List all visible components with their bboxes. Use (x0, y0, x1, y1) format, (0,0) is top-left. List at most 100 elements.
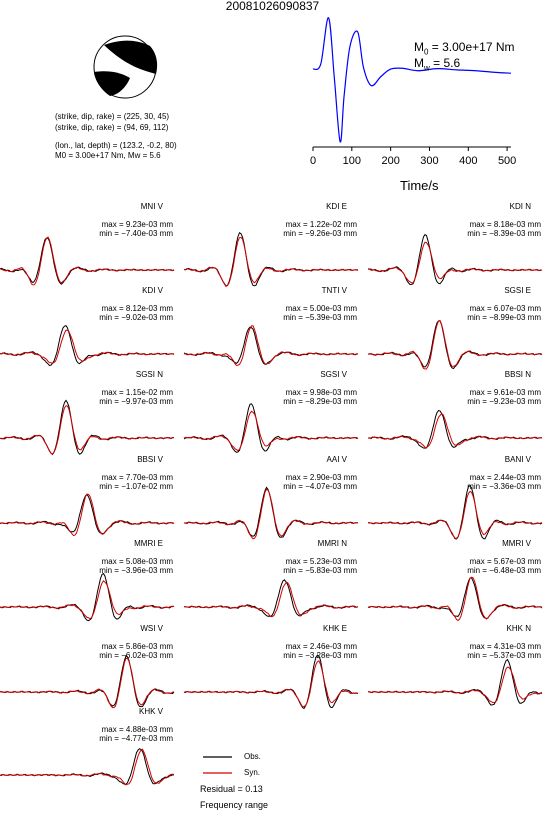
panel-17 (367, 658, 543, 706)
max-label-10: max = 2.90e-03 mm (285, 473, 357, 482)
syn-trace-12 (0, 580, 175, 620)
max-label-17: max = 4.31e-03 mm (469, 642, 541, 651)
syn-trace-15 (0, 657, 175, 709)
min-label-3: min = −9.02e-03 mm (99, 313, 173, 322)
max-label-8: max = 9.61e-03 mm (469, 388, 541, 397)
syn-trace-6 (0, 405, 175, 455)
panel-10 (183, 486, 359, 540)
syn-trace-1 (183, 236, 359, 288)
obs-trace-17 (367, 658, 542, 706)
panel-18 (0, 748, 175, 786)
max-label-12: max = 5.08e-03 mm (101, 557, 173, 566)
panel-5 (367, 319, 543, 370)
syn-trace-0 (0, 236, 175, 286)
station-label-1: KDI E (326, 202, 347, 211)
station-label-16: KHK E (322, 624, 347, 633)
station-label-3: KDI V (142, 286, 163, 295)
min-label-12: min = −3.96e-03 mm (99, 566, 173, 575)
max-label-2: max = 8.18e-03 mm (469, 220, 541, 229)
panel-14 (367, 576, 543, 622)
syn-trace-13 (183, 582, 359, 618)
syn-trace-2 (367, 241, 543, 284)
syn-trace-8 (367, 413, 543, 449)
stf-mw-annotation: Mw = 5.6 (414, 56, 460, 72)
station-label-15: WSI V (140, 624, 163, 633)
syn-trace-4 (183, 325, 359, 367)
stf-x-tick-label-2: 200 (381, 155, 399, 167)
min-label-2: min = −8.39e-03 mm (467, 229, 541, 238)
station-label-17: KHK N (506, 624, 531, 633)
station-label-8: BBSI N (504, 370, 531, 379)
max-label-3: max = 8.12e-03 mm (101, 304, 173, 313)
max-label-14: max = 5.67e-03 mm (469, 557, 541, 566)
syn-trace-17 (367, 666, 543, 704)
panel-11 (367, 485, 543, 540)
mw-value: = 5.6 (429, 56, 461, 70)
panel-3 (0, 324, 175, 367)
panel-0 (0, 236, 175, 286)
min-label-18: min = −4.77e-03 mm (99, 734, 173, 743)
stf-x-tick-label-3: 300 (420, 155, 438, 167)
stf-x-tick-label-1: 100 (343, 155, 361, 167)
max-label-7: max = 9.98e-03 mm (285, 388, 357, 397)
syn-trace-9 (0, 493, 175, 537)
syn-trace-14 (367, 576, 543, 622)
legend-obs-label: Obs. (244, 752, 261, 761)
min-label-5: min = −8.99e-03 mm (467, 313, 541, 322)
stf-x-tick-label-5: 500 (498, 155, 516, 167)
location-param: (lon., lat, depth) = (123.2, -0.2, 80) (55, 141, 177, 150)
syn-trace-18 (0, 748, 175, 786)
min-label-14: min = −6.48e-03 mm (467, 566, 541, 575)
stf-x-tick-label-4: 400 (459, 155, 477, 167)
mw-subscript: w (424, 63, 430, 73)
max-label-5: max = 6.07e-03 mm (469, 304, 541, 313)
station-label-9: BBSI V (137, 455, 163, 464)
beachball-compression-lower (94, 71, 130, 96)
station-label-0: MNI V (140, 202, 163, 211)
panel-9 (0, 493, 175, 537)
focal-param-2: (strike, dip, rake) = (94, 69, 112) (55, 123, 169, 132)
panel-6 (0, 399, 175, 456)
panel-15 (0, 655, 175, 709)
syn-trace-11 (367, 490, 543, 539)
station-label-5: SGSI E (504, 286, 531, 295)
min-label-10: min = −4.07e-03 mm (283, 482, 357, 491)
station-label-18: KHK V (138, 707, 163, 716)
stf-line (312, 17, 512, 143)
mw-symbol: M (414, 56, 424, 70)
panel-4 (183, 325, 359, 367)
event-title: 20081026090837 (225, 0, 320, 13)
min-label-7: min = −8.29e-03 mm (283, 397, 357, 406)
min-label-8: min = −9.23e-03 mm (467, 397, 541, 406)
min-label-11: min = −3.36e-03 mm (467, 482, 541, 491)
min-label-9: min = −1.07e-02 mm (99, 482, 173, 491)
max-label-1: max = 1.22e-02 mm (285, 220, 357, 229)
max-label-0: max = 9.23e-03 mm (101, 220, 173, 229)
focal-param-1: (strike, dip, rake) = (225, 30, 45) (55, 112, 170, 121)
station-label-6: SGSI N (135, 370, 163, 379)
min-label-13: min = −5.83e-03 mm (283, 566, 357, 575)
station-label-13: MMRI N (317, 539, 347, 548)
syn-trace-16 (183, 660, 359, 708)
syn-trace-3 (0, 329, 175, 364)
syn-trace-7 (183, 410, 359, 452)
max-label-16: max = 2.46e-03 mm (285, 642, 357, 651)
max-label-9: max = 7.70e-03 mm (101, 473, 173, 482)
stf-axis: 0 100 200 300 400 500 (310, 146, 516, 167)
panel-16 (183, 654, 359, 710)
min-label-6: min = −9.97e-03 mm (99, 397, 173, 406)
station-label-2: KDI N (509, 202, 531, 211)
panel-1 (183, 231, 359, 288)
m0-value: = 3.00e+17 Nm (428, 40, 515, 54)
residual-text: Residual = 0.13 (200, 784, 263, 794)
stf-x-tick-label-0: 0 (310, 155, 316, 167)
panel-2 (367, 233, 543, 286)
station-label-4: TNTI V (321, 286, 347, 295)
frequency-range-text: Frequency range (200, 800, 269, 810)
min-label-0: min = −7.40e-03 mm (99, 229, 173, 238)
max-label-18: max = 4.88e-03 mm (101, 725, 173, 734)
station-label-12: MMRI E (134, 539, 163, 548)
